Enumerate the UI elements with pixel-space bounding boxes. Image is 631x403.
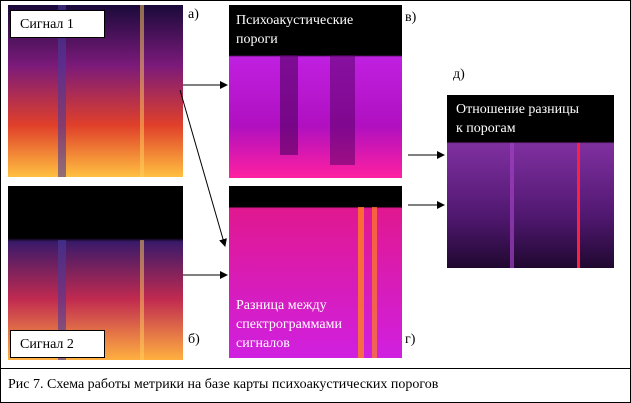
stripe (510, 143, 514, 268)
stripe (372, 207, 377, 358)
panel-tag: в) (405, 10, 417, 25)
arrow (179, 89, 227, 247)
panel-text: Отношение разницы (456, 102, 580, 117)
panel-text: Психоакустические (236, 13, 353, 28)
panel-text: спектрограммами (236, 317, 342, 332)
ratio-map (447, 95, 614, 268)
caption: Рис 7. Схема работы метрики на базе карт… (8, 377, 439, 392)
signal-label: Сигнал 1 (20, 17, 74, 32)
threshold-map (229, 5, 402, 178)
stripe (58, 240, 66, 360)
stripe (58, 5, 66, 177)
panel-tag: б) (188, 332, 200, 347)
panel-text: пороги (236, 32, 278, 47)
panel-tag: а) (188, 7, 199, 22)
stripe (577, 143, 580, 268)
stripe (280, 55, 298, 155)
stripe (330, 55, 355, 165)
panel-text: Разница между (236, 298, 327, 313)
stripe (358, 207, 364, 358)
panel-tag: г) (405, 332, 416, 347)
panel-tag: д) (453, 67, 465, 82)
arrows (179, 81, 445, 279)
panel-text: к порогам (456, 121, 516, 136)
stripe (140, 240, 144, 360)
panel-text: сигналов (236, 336, 290, 351)
stripe (140, 5, 144, 177)
signal-label: Сигнал 2 (20, 337, 74, 352)
label-box (10, 330, 105, 358)
label-box (10, 10, 105, 38)
